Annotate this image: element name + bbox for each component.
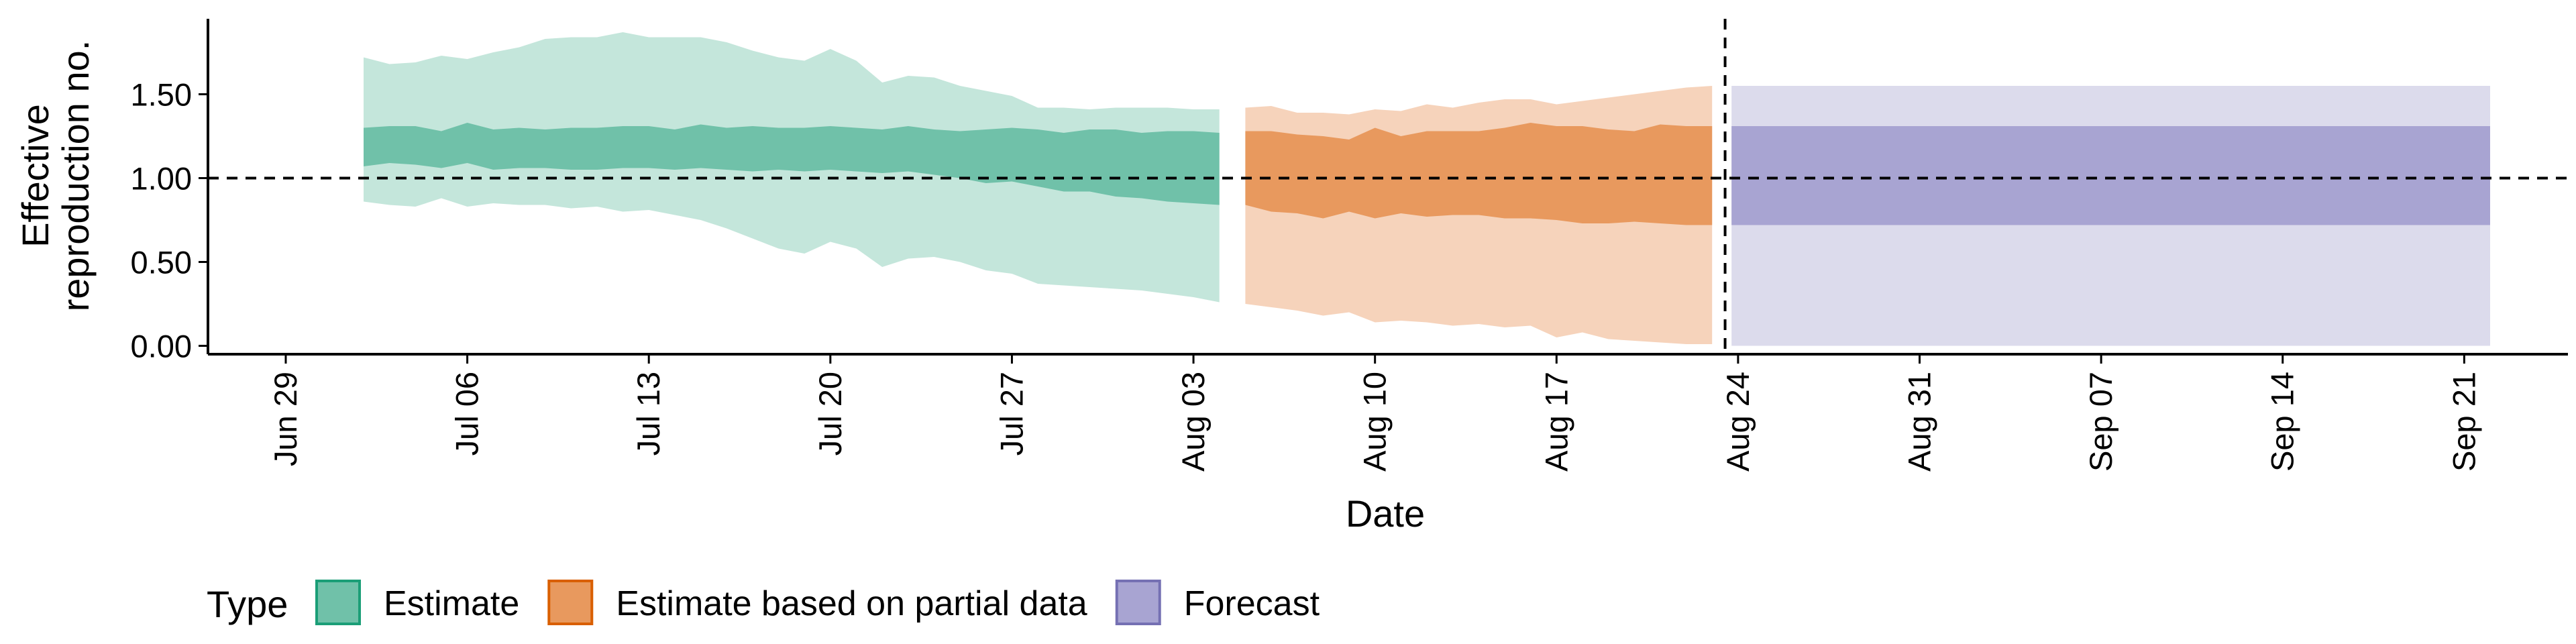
legend-key-estimate: [315, 580, 361, 625]
ribbon-bands: [364, 32, 2490, 346]
x-tick-label: Jul 20: [812, 372, 848, 455]
legend-label: Estimate based on partial data: [616, 584, 1087, 623]
x-tick-label: Aug 17: [1538, 372, 1574, 472]
legend-label: Forecast: [1184, 584, 1320, 623]
x-axis-title: Date: [1346, 492, 1425, 535]
x-tick-label: Aug 31: [1902, 372, 1937, 472]
y-axis-title-line-1: Effective: [14, 104, 56, 248]
y-tick-label: 1.50: [131, 77, 192, 113]
legend-key-estimate-based-on-partial-data: [547, 580, 594, 625]
axes: 0.00 0.50 1.00 1.50 Jun 29 Jul 06 Jul 13 Jul 20…: [131, 19, 2568, 472]
legend-key-forecast: [1115, 580, 1161, 625]
x-tick-label: Aug 24: [1720, 372, 1756, 472]
x-tick-label: Jun 29: [268, 372, 303, 466]
legend-label: Estimate: [384, 584, 519, 623]
legend: Type Estimate Estimate based on partial d…: [207, 580, 1320, 625]
forecast-50-ci-band: [1731, 126, 2490, 225]
axis-labels: Date Effective reproduction no.: [14, 40, 1425, 535]
x-tick-label: Aug 10: [1357, 372, 1393, 472]
legend-title: Type: [207, 583, 288, 625]
x-tick-label: Aug 03: [1175, 372, 1211, 472]
y-tick-label: 1.00: [131, 161, 192, 197]
y-tick-label: 0.50: [131, 245, 192, 280]
estimate-based-on-partial-data-50-ci-band: [1245, 123, 1713, 225]
x-tick-label: Sep 07: [2083, 372, 2118, 472]
y-axis-title-line-2: reproduction no.: [54, 40, 97, 312]
x-tick-label: Sep 14: [2265, 372, 2300, 472]
x-tick-label: Sep 21: [2446, 372, 2481, 472]
estimate-50-ci-band: [364, 123, 1220, 205]
y-tick-label: 0.00: [131, 329, 192, 364]
x-tick-label: Jul 13: [631, 372, 666, 455]
x-tick-label: Jul 06: [449, 372, 485, 455]
x-tick-label: Jul 27: [994, 372, 1029, 455]
